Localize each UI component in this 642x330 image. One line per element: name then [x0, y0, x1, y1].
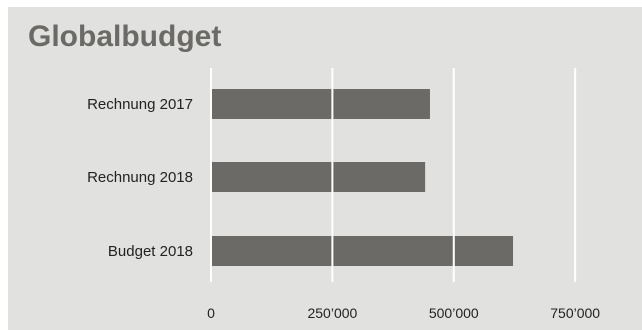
category-labels: Rechnung 2017 Rechnung 2018 Budget 2018 — [87, 96, 193, 260]
category-label-1: Rechnung 2017 — [87, 96, 193, 113]
bar-2 — [211, 162, 426, 192]
chart-title: Globalbudget — [28, 20, 222, 53]
bar-1 — [211, 89, 430, 119]
x-tick-label-2: 250’000 — [307, 305, 357, 321]
x-tick-label-3: 500’000 — [429, 305, 479, 321]
x-tick-labels: 0 250’000 500’000 750’000 — [207, 305, 600, 321]
bars — [211, 89, 514, 266]
category-label-3: Budget 2018 — [108, 243, 193, 260]
x-tick-label-4: 750’000 — [550, 305, 600, 321]
category-label-2: Rechnung 2018 — [87, 169, 193, 186]
bar-3 — [211, 236, 514, 266]
gridlines — [210, 68, 577, 282]
x-tick-label-1: 0 — [207, 305, 215, 321]
